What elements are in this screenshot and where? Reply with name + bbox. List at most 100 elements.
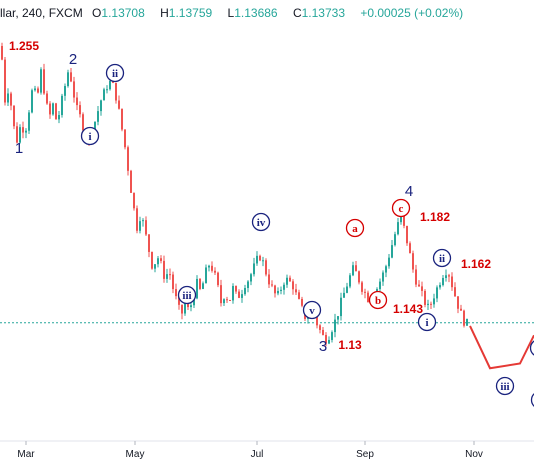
wave-circle-c: c (391, 198, 411, 218)
candle (106, 85, 108, 94)
wave-circle-partial-bottom (530, 393, 534, 407)
candle (421, 281, 423, 297)
candle (55, 102, 57, 120)
candle (166, 268, 168, 283)
candle (403, 215, 405, 229)
candle (148, 234, 150, 258)
svg-text:iv: iv (257, 217, 266, 229)
candle (298, 289, 300, 300)
candle (217, 271, 219, 288)
candle (160, 255, 162, 264)
candle (436, 285, 438, 303)
candle (361, 280, 363, 295)
candle (448, 273, 450, 283)
candle (283, 282, 285, 295)
candle (157, 256, 159, 268)
candle (466, 318, 468, 326)
wave-circle-iii-second: iii (495, 376, 515, 396)
x-tick-label: Nov (465, 449, 483, 460)
price-level-1255: 1.255 (9, 39, 39, 53)
candle (13, 105, 15, 130)
candle (241, 289, 243, 303)
candle (262, 256, 264, 267)
candle (349, 273, 351, 289)
svg-text:i: i (425, 317, 428, 329)
candle (1, 42, 3, 61)
candle (337, 316, 339, 325)
candle (289, 275, 291, 282)
candle (250, 272, 252, 286)
candle (34, 85, 36, 92)
candle (223, 298, 225, 306)
svg-text:a: a (352, 223, 358, 235)
candle (406, 225, 408, 246)
wave-circle-iv: iv (251, 212, 271, 232)
wave-circle-a: a (345, 218, 365, 238)
candle (253, 257, 255, 277)
candle (430, 301, 432, 310)
candle (25, 128, 27, 139)
candle (358, 270, 360, 285)
candle (355, 261, 357, 272)
candle (139, 216, 141, 234)
candle (274, 284, 276, 298)
svg-text:b: b (375, 295, 381, 307)
svg-text:iii: iii (182, 290, 191, 302)
change-value: +0.00025 (+0.02%) (360, 6, 464, 20)
candle (463, 309, 465, 328)
projection-line (469, 325, 534, 370)
candle (277, 287, 279, 296)
candle (409, 241, 411, 254)
candle (424, 289, 426, 308)
candle (346, 282, 348, 294)
candle (367, 290, 369, 303)
candle (61, 93, 63, 118)
candle (115, 82, 117, 104)
candle (256, 251, 258, 266)
candle (364, 288, 366, 299)
candle (124, 129, 126, 150)
candle (4, 57, 6, 106)
candle (388, 254, 390, 269)
candle (199, 277, 201, 291)
wave-label-3: 3 (319, 338, 327, 355)
candle (49, 101, 51, 119)
candle (196, 275, 198, 300)
svg-text:iii: iii (500, 381, 509, 393)
candle (397, 218, 399, 236)
candle (418, 280, 420, 287)
price-level-1143: 1.143 (393, 302, 423, 316)
candle (70, 67, 72, 83)
candle (97, 105, 99, 126)
wave-circle-i: i (80, 126, 100, 146)
wave-label-4: 4 (405, 183, 413, 200)
candle (64, 83, 66, 101)
candle (127, 145, 129, 176)
candle (172, 271, 174, 294)
candle (10, 91, 12, 111)
candle (79, 101, 81, 118)
candle (460, 304, 462, 311)
candle (118, 95, 120, 110)
candle (268, 269, 270, 289)
candle (133, 192, 135, 211)
candle (211, 261, 213, 273)
candle (415, 264, 417, 288)
candle (28, 109, 30, 134)
candle (391, 240, 393, 259)
candle (271, 280, 273, 288)
candle (427, 299, 429, 311)
candle (322, 327, 324, 336)
candle (52, 102, 54, 116)
candle (343, 287, 345, 298)
candle (169, 268, 171, 280)
candle (229, 299, 231, 302)
candle (445, 269, 447, 282)
wave-circle-ii: ii (105, 63, 125, 83)
x-axis-ticks: Mar May Jul Sep Nov (17, 441, 483, 460)
candles (1, 42, 468, 347)
candle (73, 76, 75, 103)
wave-circle-v: v (302, 300, 322, 320)
high-value: H1.13759 (160, 6, 213, 20)
